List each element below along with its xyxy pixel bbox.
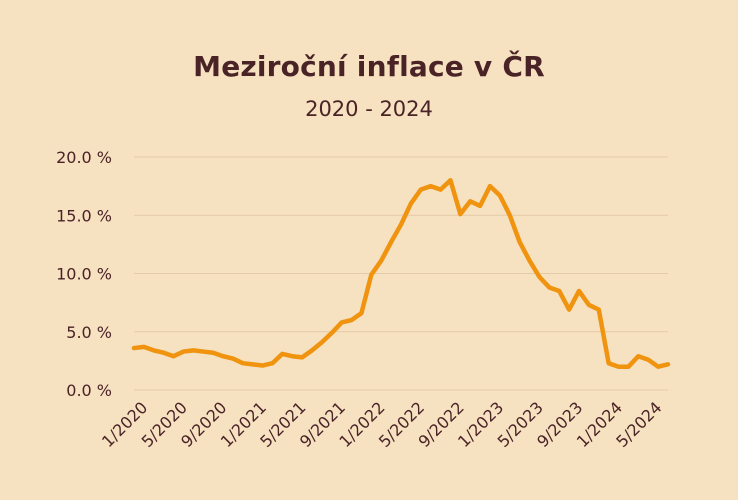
chart-title: Meziroční inflace v ČR <box>193 50 545 83</box>
data-point <box>488 184 492 188</box>
data-point <box>537 275 541 279</box>
chart-subtitle: 2020 - 2024 <box>305 97 433 121</box>
data-point <box>270 361 274 365</box>
data-point <box>330 331 334 335</box>
data-point <box>656 365 660 369</box>
y-tick-label: 15.0 % <box>56 206 112 225</box>
data-point <box>498 193 502 197</box>
data-point <box>577 289 581 293</box>
data-point <box>597 308 601 312</box>
data-point <box>181 350 185 354</box>
data-point <box>201 350 205 354</box>
data-point <box>607 361 611 365</box>
data-point <box>587 303 591 307</box>
y-tick-label: 0.0 % <box>66 381 112 400</box>
data-point <box>419 188 423 192</box>
data-point <box>191 348 195 352</box>
data-point <box>399 223 403 227</box>
data-point <box>448 178 452 182</box>
data-point <box>359 311 363 315</box>
data-point <box>290 354 294 358</box>
data-point <box>221 354 225 358</box>
data-point <box>557 289 561 293</box>
series-line-inflation <box>131 178 671 369</box>
data-point <box>251 362 255 366</box>
data-point <box>567 308 571 312</box>
data-point <box>478 204 482 208</box>
data-point <box>241 361 245 365</box>
data-point <box>172 354 176 358</box>
data-point <box>310 348 314 352</box>
y-tick-label: 20.0 % <box>56 148 112 167</box>
data-point <box>547 285 551 289</box>
series-layer <box>131 178 671 369</box>
data-point <box>626 365 630 369</box>
data-point <box>666 362 670 366</box>
data-point <box>340 320 344 324</box>
data-point <box>617 365 621 369</box>
data-point <box>211 351 215 355</box>
data-point <box>468 199 472 203</box>
data-point <box>389 240 393 244</box>
data-point <box>646 358 650 362</box>
grid-lines <box>134 156 668 391</box>
data-point <box>231 357 235 361</box>
data-point <box>429 184 433 188</box>
data-point <box>409 202 413 206</box>
data-point <box>261 364 265 368</box>
data-point <box>379 259 383 263</box>
data-point <box>508 213 512 217</box>
data-point <box>369 273 373 277</box>
data-point <box>439 188 443 192</box>
data-point <box>528 259 532 263</box>
y-tick-label: 5.0 % <box>66 323 112 342</box>
data-point <box>350 318 354 322</box>
data-point <box>152 348 156 352</box>
data-point <box>300 355 304 359</box>
y-tick-label: 10.0 % <box>56 265 112 284</box>
y-axis-tick-labels: 0.0 % 5.0 % 10.0 % 15.0 % 20.0 % <box>56 148 112 400</box>
x-axis-tick-labels: 1/20205/20209/20201/20215/20219/20211/20… <box>98 398 665 451</box>
data-point <box>518 240 522 244</box>
data-point <box>142 345 146 349</box>
data-point <box>162 351 166 355</box>
data-point <box>458 212 462 216</box>
data-point <box>320 340 324 344</box>
data-point <box>280 352 284 356</box>
data-point <box>636 354 640 358</box>
data-point <box>132 346 136 350</box>
